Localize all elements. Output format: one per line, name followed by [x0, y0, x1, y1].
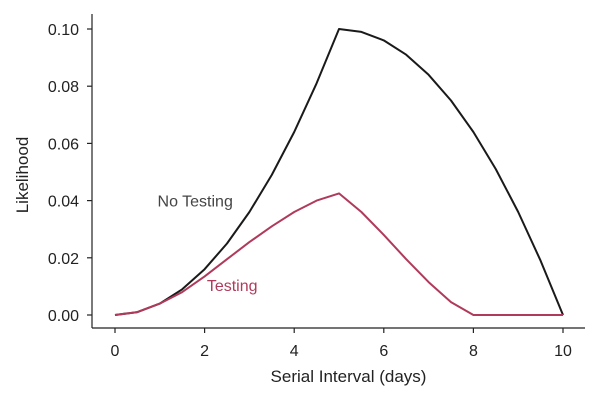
y-axis-label: Likelihood [13, 137, 32, 214]
x-axis-label: Serial Interval (days) [271, 367, 427, 386]
x-tick-label: 10 [554, 343, 572, 360]
y-tick-label: 0.00 [48, 308, 79, 325]
series-line-testing [114, 192, 563, 316]
x-tick-label: 6 [379, 343, 388, 360]
annotation-no-testing: No Testing [158, 194, 233, 211]
axes [91, 14, 585, 329]
annotations: No Testing Testing [158, 194, 258, 295]
x-ticks: 0 2 4 6 8 10 [111, 328, 572, 360]
y-ticks: 0.00 0.02 0.04 0.06 0.08 0.10 [48, 22, 92, 325]
y-tick-label: 0.10 [48, 22, 79, 39]
y-tick-label: 0.02 [48, 251, 79, 268]
y-tick-label: 0.04 [48, 194, 79, 211]
y-tick-label: 0.08 [48, 79, 79, 96]
x-tick-label: 8 [469, 343, 478, 360]
x-tick-label: 2 [200, 343, 209, 360]
series-lines [114, 28, 564, 316]
annotation-testing: Testing [207, 278, 258, 295]
series-line-no-testing [114, 28, 564, 316]
x-tick-label: 0 [111, 343, 120, 360]
x-tick-label: 4 [290, 343, 299, 360]
y-tick-label: 0.06 [48, 136, 79, 153]
